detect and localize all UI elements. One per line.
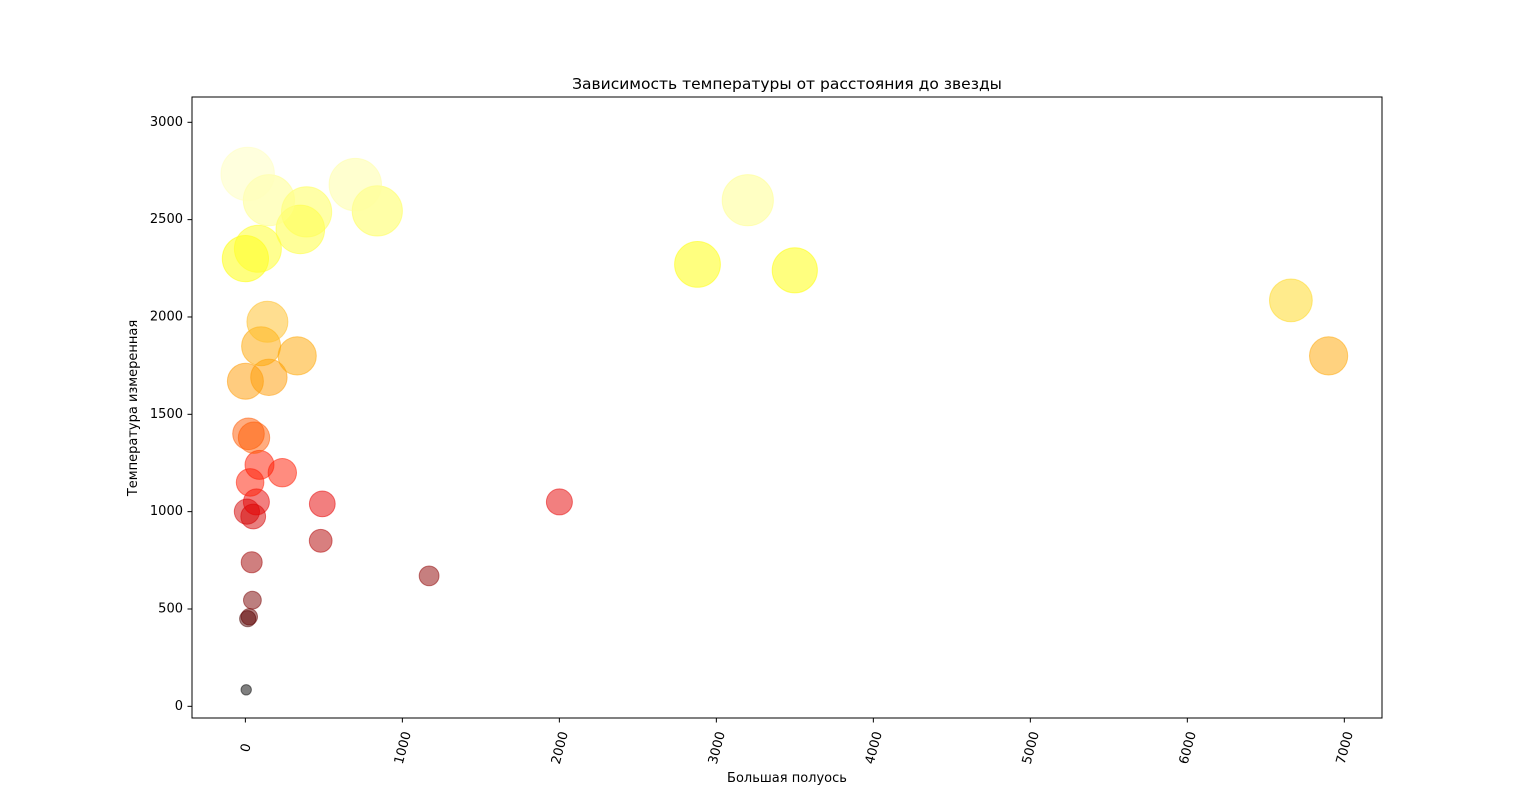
chart-title: Зависимость температуры от расстояния до… bbox=[572, 75, 1002, 93]
data-point-2 bbox=[240, 608, 259, 626]
y-tick-label-2000: 2000 bbox=[150, 309, 183, 324]
data-point-21 bbox=[1309, 336, 1349, 376]
data-point-5 bbox=[418, 565, 440, 587]
y-tick-label-0: 0 bbox=[175, 699, 183, 714]
y-tick-label-1000: 1000 bbox=[150, 504, 183, 519]
y-axis: 0 500 1000 1500 2000 2500 3000 bbox=[150, 115, 192, 714]
data-point-3 bbox=[243, 590, 262, 610]
x-axis-label: Большая полуось bbox=[727, 771, 847, 786]
y-tick-label-500: 500 bbox=[158, 601, 183, 616]
data-point-33 bbox=[328, 157, 382, 212]
data-point-22 bbox=[246, 300, 289, 343]
plot-frame bbox=[191, 96, 1383, 719]
data-point-34 bbox=[220, 146, 275, 202]
data-point-32 bbox=[721, 174, 774, 227]
data-points bbox=[220, 146, 1349, 696]
data-point-6 bbox=[308, 528, 333, 553]
y-tick-label-1500: 1500 bbox=[150, 407, 183, 422]
data-point-20 bbox=[277, 336, 317, 376]
data-point-23 bbox=[1269, 278, 1313, 323]
x-tick-label-0: 0 bbox=[238, 742, 255, 754]
y-tick-label-2500: 2500 bbox=[150, 212, 183, 227]
data-point-14 bbox=[267, 458, 297, 488]
data-point-4 bbox=[240, 551, 263, 574]
data-point-25 bbox=[233, 224, 282, 273]
data-point-0 bbox=[240, 684, 252, 696]
data-point-26 bbox=[674, 241, 721, 288]
data-point-10 bbox=[308, 490, 336, 518]
data-point-11 bbox=[545, 488, 573, 516]
data-point-16 bbox=[237, 421, 271, 454]
y-axis-label: Температура измеренная bbox=[126, 320, 141, 497]
y-tick-label-3000: 3000 bbox=[150, 115, 183, 130]
data-point-27 bbox=[771, 247, 818, 294]
